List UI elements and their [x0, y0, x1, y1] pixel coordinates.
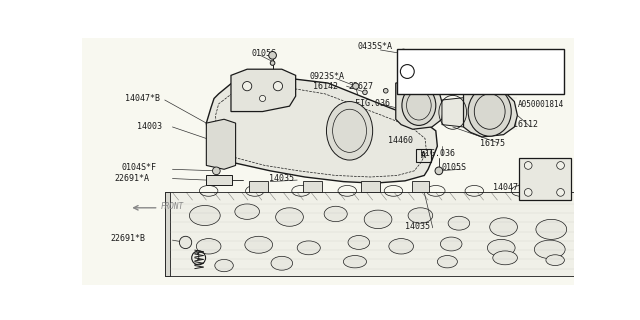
Ellipse shape: [276, 208, 303, 226]
Circle shape: [524, 188, 532, 196]
Ellipse shape: [493, 251, 517, 265]
Ellipse shape: [448, 216, 470, 230]
Text: 0923S*A: 0923S*A: [310, 72, 344, 81]
Circle shape: [557, 162, 564, 169]
Ellipse shape: [488, 239, 515, 256]
Text: FRONT: FRONT: [161, 202, 184, 211]
Ellipse shape: [344, 256, 367, 268]
Text: 14035: 14035: [405, 222, 430, 231]
Circle shape: [259, 95, 266, 101]
Ellipse shape: [235, 204, 259, 219]
Polygon shape: [396, 82, 444, 129]
Polygon shape: [164, 192, 576, 276]
Ellipse shape: [271, 256, 292, 270]
Ellipse shape: [348, 236, 369, 249]
Ellipse shape: [468, 87, 511, 136]
Ellipse shape: [546, 255, 564, 266]
Ellipse shape: [189, 205, 220, 226]
Ellipse shape: [196, 239, 221, 254]
Text: 1: 1: [196, 253, 201, 262]
Circle shape: [435, 167, 443, 175]
Ellipse shape: [215, 260, 234, 272]
Text: FIG.036: FIG.036: [355, 99, 390, 108]
Circle shape: [353, 83, 359, 89]
Polygon shape: [231, 69, 296, 112]
Circle shape: [524, 162, 532, 169]
Polygon shape: [463, 86, 517, 137]
Ellipse shape: [402, 85, 436, 125]
Ellipse shape: [536, 219, 566, 239]
Text: 0104S*C: 0104S*C: [414, 59, 449, 68]
Ellipse shape: [364, 210, 392, 228]
Text: 16175: 16175: [346, 123, 371, 132]
Text: A050001814: A050001814: [518, 100, 564, 109]
Polygon shape: [250, 181, 268, 192]
Text: A50685 ('11MY1007- ): A50685 ('11MY1007- ): [421, 57, 521, 66]
Bar: [416, 148, 431, 162]
Ellipse shape: [245, 236, 273, 253]
Circle shape: [179, 236, 192, 249]
Text: 16112: 16112: [513, 120, 538, 129]
Text: 14047*A: 14047*A: [493, 183, 528, 192]
Ellipse shape: [440, 237, 462, 251]
Ellipse shape: [324, 206, 348, 222]
Bar: [397, 49, 564, 94]
Bar: [206, 175, 232, 185]
Text: 22627: 22627: [348, 82, 373, 91]
Text: FIG.036: FIG.036: [420, 149, 456, 158]
Circle shape: [520, 58, 527, 65]
Circle shape: [363, 90, 367, 95]
Circle shape: [270, 61, 275, 65]
Text: 1: 1: [404, 67, 410, 76]
Text: 22691*A: 22691*A: [114, 174, 149, 183]
Text: 0435S*A: 0435S*A: [357, 42, 392, 52]
Text: 0105S: 0105S: [251, 49, 276, 58]
Circle shape: [273, 82, 283, 91]
Polygon shape: [442, 98, 463, 127]
Circle shape: [401, 49, 406, 55]
Bar: [413, 67, 428, 81]
Ellipse shape: [389, 239, 413, 254]
Polygon shape: [361, 181, 380, 192]
Text: 14047*B: 14047*B: [125, 94, 160, 103]
Ellipse shape: [408, 208, 433, 223]
Circle shape: [243, 82, 252, 91]
Text: 0104S*F: 0104S*F: [122, 163, 157, 172]
Text: A: A: [418, 69, 423, 78]
Ellipse shape: [490, 218, 517, 236]
Ellipse shape: [534, 240, 565, 259]
Circle shape: [383, 88, 388, 93]
Text: A50635 (−11MY1007): A50635 (−11MY1007): [421, 78, 511, 87]
Ellipse shape: [326, 101, 372, 160]
Circle shape: [269, 52, 276, 59]
Text: 14460: 14460: [388, 136, 413, 145]
Circle shape: [212, 167, 220, 175]
Polygon shape: [206, 119, 236, 169]
Polygon shape: [519, 158, 570, 200]
Text: 16142: 16142: [312, 82, 338, 91]
Polygon shape: [412, 181, 429, 192]
Text: 0105S: 0105S: [442, 163, 467, 172]
Polygon shape: [164, 192, 170, 276]
Text: A: A: [421, 151, 426, 160]
Circle shape: [401, 65, 414, 78]
Text: 22691*B: 22691*B: [111, 234, 146, 243]
Ellipse shape: [297, 241, 320, 255]
Circle shape: [557, 188, 564, 196]
Text: 14003: 14003: [137, 122, 162, 131]
Polygon shape: [206, 77, 437, 183]
Polygon shape: [303, 181, 322, 192]
Text: 16175: 16175: [481, 139, 506, 148]
Text: 0104S*E: 0104S*E: [527, 52, 562, 61]
Ellipse shape: [437, 256, 458, 268]
Text: 14035: 14035: [269, 174, 294, 183]
